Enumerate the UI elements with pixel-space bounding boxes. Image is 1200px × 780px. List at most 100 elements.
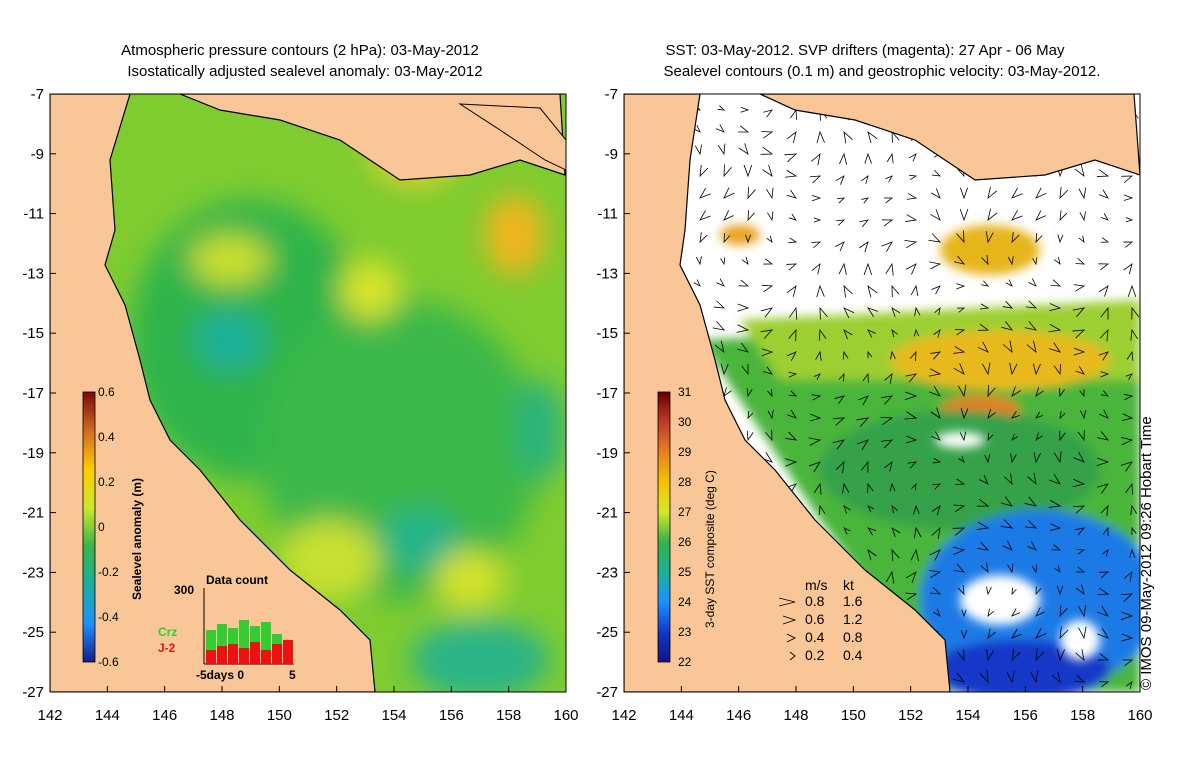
velocity-arrow [717, 105, 726, 111]
velocity-arrow [712, 321, 726, 331]
right-colorbar-tick: 30 [678, 415, 692, 429]
left-land [50, 94, 566, 692]
velocity-arrow [786, 284, 797, 297]
left-colorbar-tick: 0.6 [98, 385, 115, 399]
velocity-arrow [961, 609, 967, 618]
velocity-arrow [819, 306, 828, 320]
velocity-arrow [1027, 541, 1037, 551]
velocity-arrow [813, 373, 821, 380]
velocity-arrow [909, 174, 918, 181]
velocity-arrow [867, 549, 877, 560]
velocity-arrow [953, 346, 966, 354]
velocity-arrow [906, 193, 918, 200]
velocity-arrow [809, 175, 822, 184]
velocity-arrow [1073, 284, 1086, 292]
velocity-arrow [843, 284, 853, 298]
velocity-arrow [1000, 496, 1013, 507]
right-y-tick-label: -21 [596, 505, 618, 522]
velocity-arrow [889, 482, 896, 492]
velocity-arrow [763, 366, 773, 375]
velocity-legend-kt: 0.8 [843, 629, 863, 645]
velocity-arrow [904, 240, 918, 249]
velocity-arrow [861, 175, 869, 185]
inset-xlabel: -5days 0 [196, 668, 244, 682]
velocity-arrow [957, 649, 965, 662]
velocity-arrow [835, 241, 845, 252]
velocity-arrow [931, 169, 942, 177]
right-colorbar-label: 3-day SST composite (deg C) [703, 470, 717, 628]
velocity-arrow [880, 439, 894, 449]
velocity-arrow [1078, 235, 1085, 244]
velocity-arrow [1011, 587, 1017, 596]
velocity-arrow [1035, 627, 1047, 639]
velocity-arrow [1057, 234, 1064, 244]
velocity-arrow [1004, 473, 1013, 486]
velocity-arrow [1005, 279, 1013, 287]
right-colorbar-tick: 28 [678, 475, 692, 489]
velocity-arrow [808, 437, 822, 446]
velocity-arrow [1059, 411, 1066, 420]
velocity-arrow [766, 235, 773, 243]
velocity-arrow [882, 219, 894, 227]
velocity-arrow [1032, 363, 1041, 376]
velocity-arrow [693, 279, 701, 287]
velocity-arrow [843, 505, 851, 514]
velocity-arrow [723, 164, 732, 178]
velocity-arrow [889, 350, 896, 360]
velocity-arrow [957, 307, 966, 313]
velocity-arrow [1028, 278, 1037, 287]
left-y-tick-label: -13 [22, 265, 44, 282]
velocity-arrow [931, 431, 941, 441]
left-title-line1: Atmospheric pressure contours (2 hPa): 0… [121, 42, 479, 59]
velocity-arrow [695, 256, 702, 266]
velocity-arrow [1078, 604, 1087, 618]
velocity-arrow [1011, 410, 1020, 419]
velocity-legend-kt: 1.6 [843, 593, 863, 609]
velocity-arrow [930, 407, 941, 419]
velocity-arrow [909, 350, 917, 361]
inset-bars [206, 620, 293, 664]
velocity-arrow [928, 385, 941, 397]
velocity-arrow [1035, 432, 1043, 441]
velocity-arrow [1125, 217, 1134, 223]
velocity-arrow [788, 237, 798, 244]
velocity-arrow [713, 300, 726, 309]
velocity-arrow [987, 432, 994, 442]
velocity-arrow [1098, 263, 1110, 271]
velocity-arrow [976, 541, 990, 551]
velocity-arrow [834, 395, 845, 404]
velocity-arrow [913, 526, 922, 539]
right-colorbar-tick: 31 [678, 385, 692, 399]
inset-bar-j2 [250, 642, 260, 664]
inset-xmax: 5 [289, 668, 296, 682]
velocity-arrow [857, 439, 869, 451]
velocity-arrow [714, 340, 725, 354]
right-x-tick-label: 148 [783, 707, 808, 724]
velocity-legend-header-ms: m/s [805, 577, 828, 593]
right-colorbar-tick: 26 [678, 535, 692, 549]
velocity-arrow [813, 482, 822, 495]
velocity-arrow [867, 527, 877, 536]
velocity-arrow [1025, 300, 1038, 309]
velocity-arrow [1075, 366, 1085, 375]
velocity-arrow [761, 348, 774, 357]
velocity-arrow [891, 284, 900, 298]
velocity-arrow [952, 546, 966, 555]
velocity-arrow [953, 363, 965, 375]
right-x-tick-label: 150 [841, 707, 866, 724]
velocity-arrow [1130, 328, 1138, 341]
velocity-arrow [737, 342, 750, 353]
velocity-arrow [1100, 504, 1109, 517]
velocity-arrow [842, 350, 849, 360]
inset-bar-crz [206, 630, 216, 650]
velocity-legend-ms: 0.4 [805, 629, 825, 645]
velocity-arrow [960, 407, 969, 420]
velocity-arrow [736, 324, 750, 333]
left-colorbar-tick: -0.4 [98, 610, 119, 624]
velocity-arrow [838, 262, 847, 276]
velocity-arrow [760, 146, 774, 155]
velocity-arrow [1050, 279, 1062, 287]
velocity-arrow [763, 109, 774, 118]
velocity-arrow [1129, 548, 1136, 558]
velocity-arrow [1076, 566, 1086, 573]
